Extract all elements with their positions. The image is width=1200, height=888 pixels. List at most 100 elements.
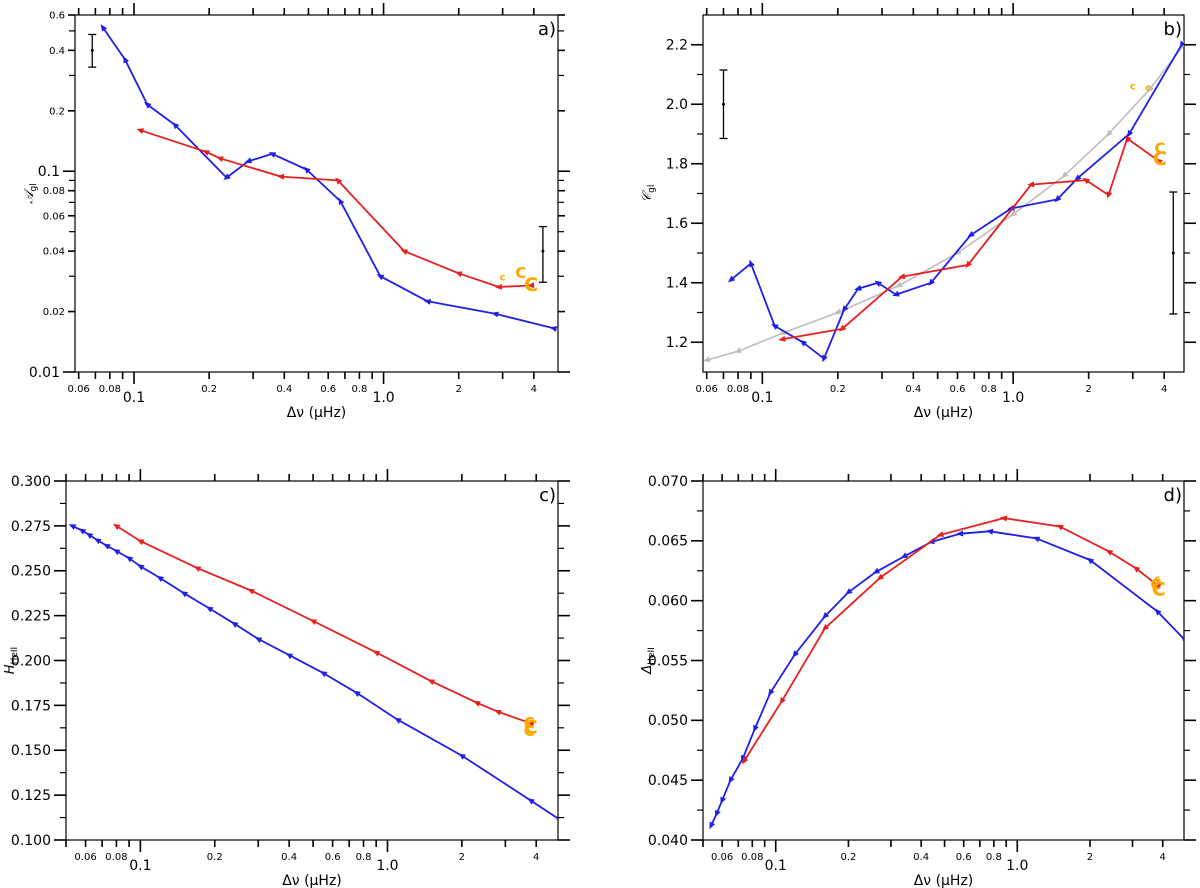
x-tick-label: 0.4 (913, 852, 929, 863)
data-point-red (113, 523, 121, 531)
y-tick-label: 0.150 (11, 743, 51, 759)
y-tick-label: 0.06 (43, 211, 65, 222)
plot-frame (74, 14, 559, 373)
data-point-blue (125, 555, 134, 563)
data-point-blue (172, 122, 180, 130)
orange-c-marker: C (1153, 148, 1167, 170)
y-tick-label: 0.055 (648, 653, 688, 669)
x-axis-label: Δν (μHz) (287, 405, 347, 421)
x-tick-label: 1.0 (376, 858, 398, 874)
data-point-blue (230, 621, 239, 628)
y-tick-label: 0.045 (648, 773, 688, 789)
data-point-gray (1147, 85, 1154, 93)
data-point-red (741, 756, 749, 765)
orange-c-marker: c (500, 273, 506, 284)
data-point-red (876, 573, 885, 581)
data-point-blue (85, 532, 94, 539)
y-tick-label: 2.2 (666, 38, 688, 54)
x-tick-label: 0.1 (765, 858, 787, 874)
data-point-red (897, 273, 906, 280)
data-point-blue (845, 588, 853, 595)
y-tick-label: 2.0 (666, 97, 688, 113)
x-tick-label: 0.1 (129, 858, 151, 874)
data-point-blue (303, 166, 311, 174)
x-tick-label: 0.8 (356, 852, 372, 863)
y-tick-label: 1.4 (666, 276, 688, 292)
y-axis-label: 𝒜gl (22, 183, 39, 204)
panel-a: 0.06 0.080.10.2 0.4 0.6 0.81.02 40.010.020.04… (22, 3, 570, 421)
x-tick-label: 2 (456, 384, 462, 395)
panel-c: 0.06 0.080.1 0.2 0.4 0.6 0.8 1.0 2 4 0.100 0.125 0.… (3, 469, 570, 888)
data-point-blue (1054, 195, 1062, 203)
data-point-blue (854, 284, 862, 291)
x-tick-label: 0.06 (711, 852, 733, 863)
data-point-blue (1181, 636, 1184, 644)
data-point-red (216, 156, 224, 163)
data-point-blue (353, 690, 361, 697)
x-tick-label: 0.08 (99, 384, 121, 395)
orange-c-marker: C (1152, 579, 1166, 601)
y-tick-label: 0.175 (11, 698, 51, 714)
data-point-blue (205, 606, 214, 613)
data-point-blue (491, 311, 499, 318)
x-tick-label: 0.06 (68, 384, 90, 395)
panel-b: 0.06 0.080.1 0.2 0.4 0.6 0.8 1.0 2 4 1.2 1.4 1.6 1.8… (640, 3, 1196, 421)
data-point-blue (1086, 557, 1095, 565)
x-tick-label: 0.8 (981, 384, 997, 395)
orange-c-marker: C (524, 714, 535, 732)
data-point-red (202, 150, 210, 156)
data-point-blue (103, 543, 111, 550)
data-point-blue (180, 591, 189, 598)
data-point-blue (549, 326, 558, 332)
data-point-gray (1009, 210, 1018, 217)
data-point-blue (1127, 129, 1134, 138)
y-tick-label: 0.250 (11, 564, 51, 580)
data-point-red (1027, 181, 1035, 188)
data-point-blue (1179, 40, 1184, 49)
data-point-blue (822, 354, 828, 363)
error-bar-center (541, 249, 545, 253)
data-point-blue (338, 197, 345, 206)
x-tick-label: 0.6 (325, 852, 341, 863)
data-point-blue (144, 102, 152, 109)
data-point-blue (892, 290, 900, 297)
y-axis-label: HHeII (3, 647, 20, 674)
data-point-blue (244, 157, 253, 164)
data-point-blue (967, 230, 975, 238)
data-point-red (1155, 158, 1163, 165)
data-point-blue (749, 259, 755, 268)
plot-frame (65, 480, 559, 841)
orange-c-marker: c (1154, 574, 1160, 585)
data-point-blue (715, 809, 721, 818)
x-tick-label: 0.8 (351, 384, 367, 395)
data-point-red (1056, 524, 1064, 531)
data-point-blue (771, 323, 779, 331)
x-tick-label: 0.1 (751, 390, 773, 406)
data-point-blue (100, 24, 108, 32)
x-tick-label: 0.1 (123, 390, 145, 406)
y-tick-label: 0.060 (648, 594, 688, 610)
data-point-red (526, 721, 535, 728)
data-point-blue (319, 671, 328, 678)
x-tick-label: 1.0 (372, 390, 394, 406)
data-point-red (494, 709, 502, 716)
x-tick-label: 4 (531, 384, 537, 395)
x-axis-label: Δν (μHz) (914, 873, 974, 888)
data-layer: CCC (68, 523, 558, 823)
data-point-blue (709, 821, 716, 830)
data-point-blue (136, 564, 145, 571)
data-point-blue (123, 55, 130, 64)
series-line-red (743, 517, 1158, 762)
x-tick-label: 2 (1085, 384, 1091, 395)
orange-c-marker: C (524, 722, 535, 740)
x-axis-label: Δν (μHz) (914, 405, 974, 421)
data-point-blue (458, 753, 466, 760)
data-point-blue (822, 611, 830, 620)
y-tick-label: 0.4 (49, 46, 65, 57)
data-point-red (778, 335, 786, 342)
x-tick-label: 4 (533, 852, 539, 863)
x-tick-label: 0.2 (207, 852, 223, 863)
data-point-blue (285, 653, 294, 660)
data-point-red (427, 679, 435, 686)
